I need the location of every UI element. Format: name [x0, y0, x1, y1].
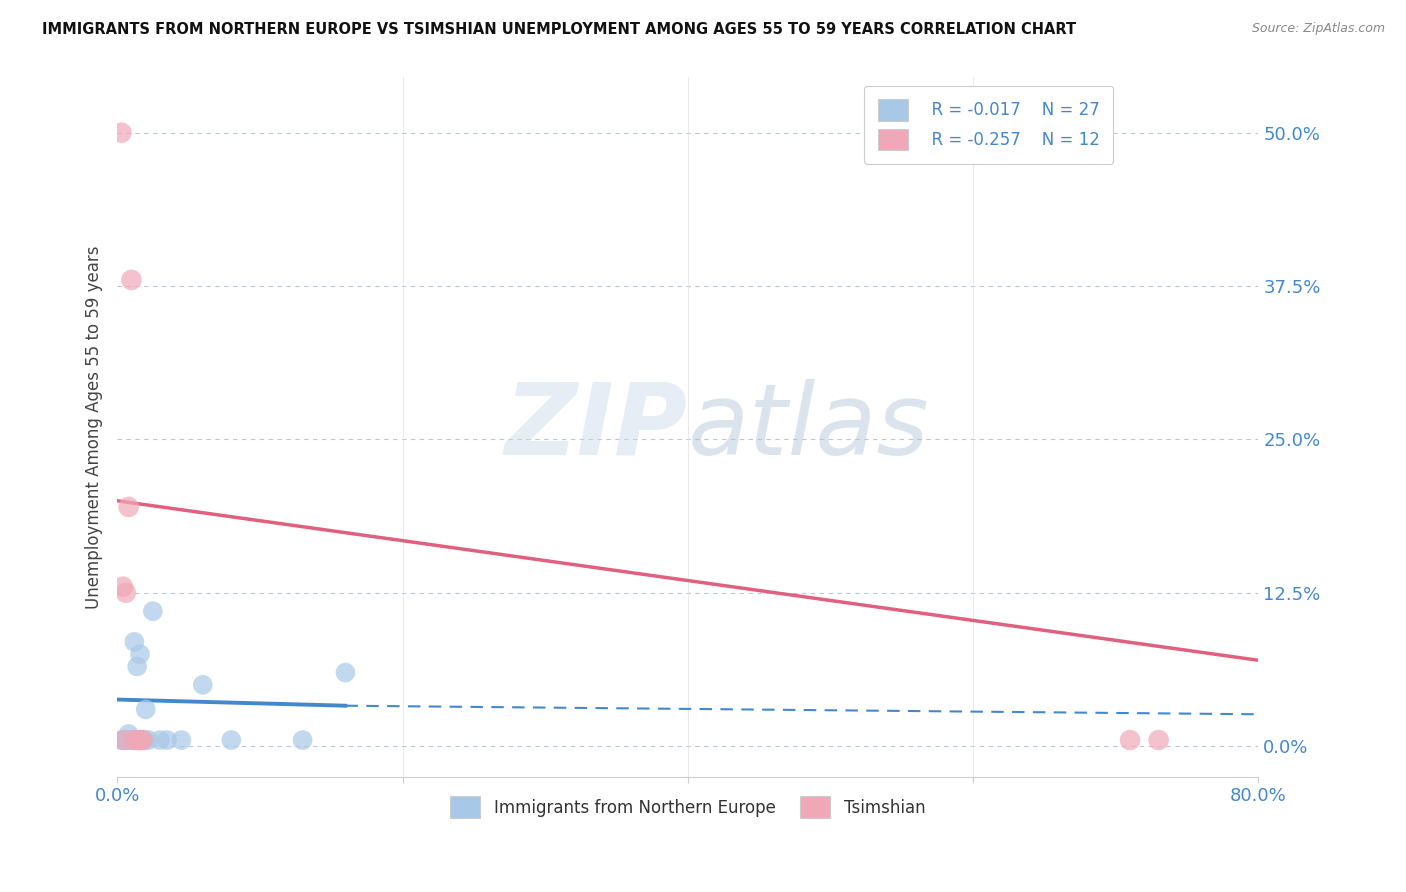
Point: [129, 733, 152, 747]
Text: ZIP: ZIP: [505, 378, 688, 475]
Point: [170, 733, 193, 747]
Point: [128, 733, 150, 747]
Point: [142, 604, 165, 618]
Point: [111, 580, 134, 594]
Point: [132, 733, 155, 747]
Point: [115, 733, 138, 747]
Point: [110, 733, 132, 747]
Point: [114, 586, 136, 600]
Point: [129, 647, 152, 661]
Point: [291, 733, 314, 747]
Legend: Immigrants from Northern Europe, Tsimshian: Immigrants from Northern Europe, Tsimshi…: [443, 789, 932, 824]
Text: atlas: atlas: [688, 378, 929, 475]
Point: [117, 500, 139, 514]
Y-axis label: Unemployment Among Ages 55 to 59 years: Unemployment Among Ages 55 to 59 years: [86, 245, 103, 609]
Point: [111, 733, 134, 747]
Point: [118, 733, 141, 747]
Point: [134, 733, 156, 747]
Point: [128, 733, 150, 747]
Point: [149, 733, 172, 747]
Point: [335, 665, 357, 680]
Point: [138, 733, 160, 747]
Point: [156, 733, 179, 747]
Point: [221, 733, 243, 747]
Point: [114, 733, 136, 747]
Point: [1119, 733, 1142, 747]
Point: [125, 733, 148, 747]
Point: [124, 635, 146, 649]
Point: [112, 733, 135, 747]
Point: [127, 659, 149, 673]
Text: IMMIGRANTS FROM NORTHERN EUROPE VS TSIMSHIAN UNEMPLOYMENT AMONG AGES 55 TO 59 YE: IMMIGRANTS FROM NORTHERN EUROPE VS TSIMS…: [42, 22, 1077, 37]
Point: [117, 727, 139, 741]
Point: [132, 733, 155, 747]
Point: [112, 733, 135, 747]
Text: Source: ZipAtlas.com: Source: ZipAtlas.com: [1251, 22, 1385, 36]
Point: [1147, 733, 1170, 747]
Point: [124, 733, 146, 747]
Point: [120, 273, 142, 287]
Point: [120, 733, 142, 747]
Point: [122, 733, 145, 747]
Point: [135, 702, 157, 716]
Point: [191, 678, 214, 692]
Point: [131, 733, 153, 747]
Point: [110, 126, 132, 140]
